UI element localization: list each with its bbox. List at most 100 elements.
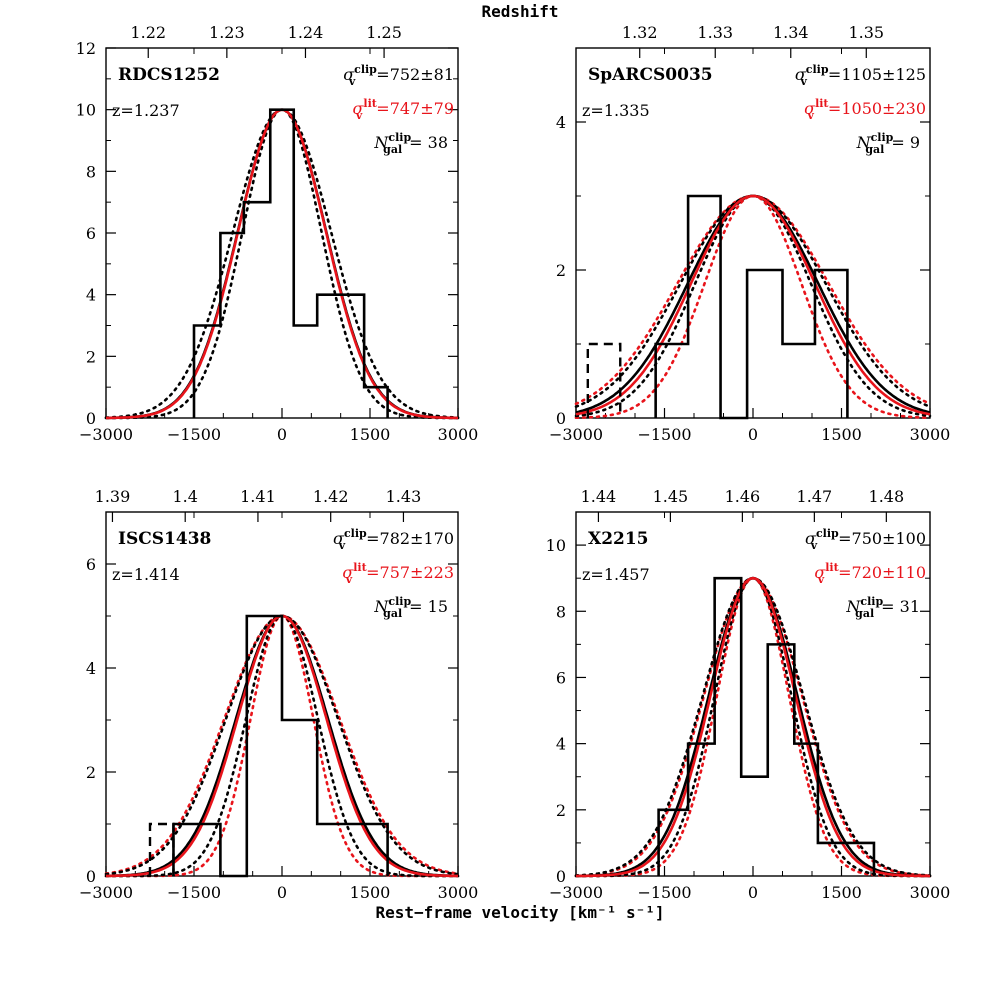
x-tick-label: −1500 (167, 425, 221, 444)
panel-redshift: z=1.335 (582, 101, 650, 120)
bottom-axis-title: Rest−frame velocity [km⁻¹ s⁻¹] (376, 903, 665, 922)
top-tick-label: 1.41 (240, 487, 276, 506)
histogram (657, 576, 876, 876)
sigma-lit-label: σlit v =757±223 (342, 561, 454, 586)
panel-redshift: z=1.237 (112, 101, 180, 120)
y-tick-label: 2 (556, 801, 566, 820)
red-gauss-upper (574, 576, 932, 877)
y-tick-label: 8 (86, 162, 96, 181)
n-clip-label: Nclip gal = 31 (845, 595, 920, 620)
x-tick-label: −1500 (637, 883, 691, 902)
sigma-clip-label: σclip v =782±170 (333, 527, 454, 552)
panel-title: ISCS1438 (118, 529, 211, 549)
x-tick-label: 1500 (821, 883, 862, 902)
red-gauss-lower (574, 576, 932, 878)
y-tick-label: 12 (76, 39, 96, 58)
red-gauss-lower (574, 194, 932, 419)
n-clip-label: Nclip gal = 38 (373, 131, 448, 156)
sigma-clip-label: σclip v =1105±125 (795, 63, 926, 88)
y-tick-label: 8 (556, 602, 566, 621)
top-tick-label: 1.4 (172, 487, 197, 506)
x-tick-label: −3000 (549, 883, 603, 902)
top-tick-label: 1.42 (313, 487, 349, 506)
x-tick-label: 0 (748, 883, 758, 902)
x-tick-label: 1500 (350, 425, 391, 444)
top-tick-label: 1.48 (869, 487, 905, 506)
y-tick-label: 4 (556, 113, 566, 132)
y-tick-label: 10 (546, 536, 566, 555)
y-tick-label: 2 (86, 347, 96, 366)
y-tick-label: 6 (86, 224, 96, 243)
top-tick-label: 1.24 (288, 23, 324, 42)
x-tick-label: −1500 (637, 425, 691, 444)
red-gauss (575, 194, 931, 416)
y-tick-label: 4 (86, 659, 96, 678)
y-tick-label: 6 (556, 668, 566, 687)
histogram (654, 194, 849, 420)
x-tick-label: 3000 (910, 883, 951, 902)
top-tick-label: 1.47 (797, 487, 833, 506)
black-gauss-lower (574, 194, 932, 418)
histogram (172, 614, 389, 878)
histogram (192, 108, 389, 418)
panel-redshift: z=1.457 (582, 565, 650, 584)
x-tick-label: 0 (277, 425, 287, 444)
top-axis-title: Redshift (481, 2, 558, 21)
sigma-lit-label: σlit v =747±79 (353, 97, 455, 122)
sigma-lit-label: σlit v =720±110 (814, 561, 926, 586)
top-tick-label: 1.33 (697, 23, 733, 42)
top-tick-label: 1.35 (848, 23, 884, 42)
panel-redshift: z=1.414 (112, 565, 180, 584)
n-clip-label: Nclip gal = 9 (856, 131, 920, 156)
black-gauss-lower (574, 576, 932, 878)
x-tick-label: 3000 (438, 425, 479, 444)
panel-title: X2215 (588, 529, 649, 549)
panel-rdcs1252: −3000 −1500 0 1500 3000 1.22 1.23 1.24 1.25 0 2 4 6 8… (76, 23, 479, 444)
n-clip-label: Nclip gal = 15 (373, 595, 448, 620)
top-tick-label: 1.22 (130, 23, 166, 42)
x-tick-label: −3000 (79, 425, 133, 444)
y-tick-label: 4 (86, 286, 96, 305)
sigma-lit-label: σlit v =1050±230 (804, 97, 926, 122)
x-tick-label: 0 (748, 425, 758, 444)
sigma-clip-label: σclip v =752±81 (343, 63, 454, 88)
y-tick-label: 10 (76, 101, 96, 120)
y-tick-label: 2 (86, 763, 96, 782)
panel-title: RDCS1252 (118, 65, 220, 85)
x-tick-label: −1500 (167, 883, 221, 902)
top-tick-label: 1.23 (209, 23, 245, 42)
red-gauss (576, 576, 930, 878)
top-tick-label: 1.32 (622, 23, 658, 42)
x-tick-label: 3000 (910, 425, 951, 444)
black-gauss-upper (104, 108, 460, 419)
red-gauss (106, 108, 458, 420)
x-tick-label: −3000 (549, 425, 603, 444)
black-gauss (106, 108, 458, 420)
black-gauss (575, 194, 931, 414)
black-gauss-lower (104, 108, 460, 420)
black-gauss-upper (574, 576, 932, 877)
x-tick-label: 3000 (438, 883, 479, 902)
y-tick-label: 4 (556, 735, 566, 754)
top-tick-label: 1.39 (95, 487, 131, 506)
x-tick-label: 1500 (350, 883, 391, 902)
top-tick-label: 1.34 (773, 23, 809, 42)
panel-title: SpARCS0035 (588, 65, 713, 85)
red-gauss-upper (574, 194, 932, 406)
panel-iscs1438: −3000 −1500 0 1500 3000 1.39 1.4 1.41 1.42 1.43 0 2… (79, 487, 478, 902)
histogram-excluded (586, 342, 622, 418)
sigma-clip-label: σclip v =750±100 (805, 527, 926, 552)
x-tick-label: −3000 (79, 883, 133, 902)
histogram-excluded (148, 822, 175, 876)
y-tick-label: 0 (556, 409, 566, 428)
top-tick-label: 1.25 (366, 23, 402, 42)
y-tick-label: 0 (556, 867, 566, 886)
top-tick-label: 1.44 (581, 487, 617, 506)
x-tick-label: 0 (277, 883, 287, 902)
top-tick-label: 1.45 (653, 487, 689, 506)
y-tick-label: 6 (86, 555, 96, 574)
panel-sparcs0035: −3000 −1500 0 1500 3000 1.32 1.33 1.34 1.35 0 2 4 Sp… (549, 23, 950, 444)
panel-x2215: −3000 −1500 0 1500 3000 1.44 1.45 1.46 1.47 1.48 0… (546, 487, 951, 902)
y-tick-label: 0 (86, 867, 96, 886)
